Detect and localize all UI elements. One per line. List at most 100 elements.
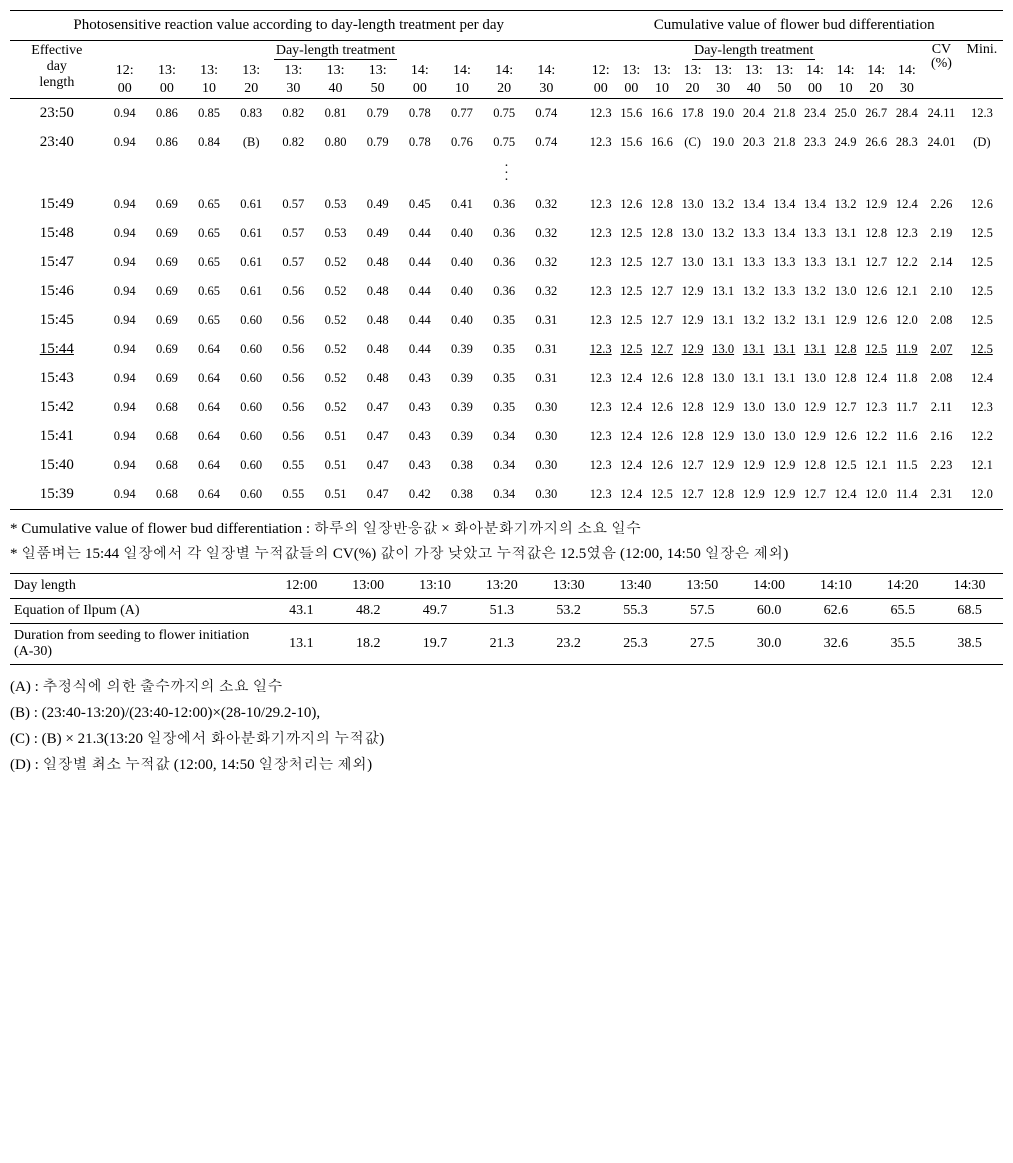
cumulative-value: 12.7 [647,335,678,364]
bottom-row-value: 21.3 [468,624,535,665]
cumulative-value: 13.2 [708,219,739,248]
cumulative-value: 16.6 [647,99,678,129]
photosensitive-value: 0.81 [314,99,356,129]
bottom-row-value: 14:30 [936,574,1003,599]
cumulative-value: 12.0 [861,480,892,510]
photosensitive-value: 0.51 [314,422,356,451]
photosensitive-value: 0.30 [525,422,567,451]
cumulative-value: 23.3 [800,128,831,157]
photosensitive-value: 0.60 [230,364,272,393]
tick-label: 14: [861,62,892,80]
cumulative-value: 13.0 [738,422,769,451]
tick-label: 14: [399,62,441,80]
photosensitive-value: 0.86 [146,128,188,157]
photosensitive-value: 0.77 [441,99,483,129]
mini-value: (D) [961,128,1003,157]
cumulative-value: 12.6 [647,393,678,422]
cumulative-value: 12.4 [830,480,861,510]
cumulative-value: 12.7 [647,248,678,277]
cumulative-value: 12.4 [616,480,647,510]
photosensitive-value: 0.36 [483,248,525,277]
cumulative-value: 12.6 [647,364,678,393]
cumulative-value: 12.8 [800,451,831,480]
cumulative-value: 12.3 [585,99,616,129]
photosensitive-value: 0.39 [441,364,483,393]
photosensitive-value: 0.78 [399,99,441,129]
photosensitive-value: 0.48 [357,248,399,277]
cumulative-value: 13.0 [800,364,831,393]
photosensitive-value: 0.94 [104,277,146,306]
cumulative-value: 13.0 [708,364,739,393]
photosensitive-value: 0.56 [272,364,314,393]
cv-value: 24.01 [922,128,961,157]
cv-value: 2.08 [922,306,961,335]
cumulative-value: 12.9 [830,306,861,335]
bottom-row-value: 14:00 [736,574,803,599]
photosensitive-value: 0.61 [230,219,272,248]
bottom-row-label: Duration from seeding to flower initiati… [10,624,268,665]
photosensitive-value: 0.47 [357,451,399,480]
tick-label: 13: [769,62,800,80]
photosensitive-value: 0.45 [399,190,441,219]
cumulative-value: 12.7 [861,248,892,277]
tick-label: 13: [146,62,188,80]
photosensitive-value: 0.48 [357,335,399,364]
tick-label: 10 [647,80,678,99]
cumulative-value: 12.0 [892,306,923,335]
cumulative-value: 13.1 [708,248,739,277]
photosensitive-value: 0.65 [188,248,230,277]
photosensitive-value: 0.75 [483,99,525,129]
cumulative-value: 13.0 [738,393,769,422]
cumulative-value: 12.3 [585,451,616,480]
photosensitive-value: 0.56 [272,422,314,451]
photosensitive-value: 0.94 [104,219,146,248]
bottom-row-value: 27.5 [669,624,736,665]
photosensitive-value: 0.55 [272,480,314,510]
photosensitive-value: 0.30 [525,393,567,422]
cumulative-value: 12.4 [616,364,647,393]
cumulative-value: 12.8 [708,480,739,510]
bottom-row-value: 32.6 [803,624,870,665]
cumulative-value: 13.0 [677,190,708,219]
effective-day-length: 15:40 [10,451,104,480]
bottom-row-value: 13:40 [602,574,669,599]
cv-value: 2.31 [922,480,961,510]
cumulative-value: 11.5 [892,451,923,480]
cumulative-value: 13.0 [677,248,708,277]
tick-label: 00 [585,80,616,99]
photosensitive-value: 0.49 [357,219,399,248]
mini-value: 12.5 [961,335,1003,364]
photosensitive-value: 0.35 [483,393,525,422]
cumulative-value: 12.9 [769,480,800,510]
tick-label: 14: [525,62,567,80]
photosensitive-value: 0.69 [146,219,188,248]
photosensitive-value: 0.31 [525,364,567,393]
photosensitive-value: 0.48 [357,277,399,306]
cumulative-value: 12.3 [585,219,616,248]
cumulative-value: 12.3 [585,364,616,393]
right-super-header: Cumulative value of flower bud different… [585,11,1003,41]
photosensitive-value: 0.56 [272,393,314,422]
table-footnotes: * Cumulative value of flower bud differe… [10,518,1003,565]
effective-day-length: 15:45 [10,306,104,335]
photosensitive-value: 0.30 [525,480,567,510]
photosensitive-value: 0.68 [146,480,188,510]
cumulative-value: 12.1 [861,451,892,480]
photosensitive-value: 0.35 [483,364,525,393]
tick-label: 40 [314,80,356,99]
bottom-row-value: 13:50 [669,574,736,599]
cumulative-value: 26.6 [861,128,892,157]
cumulative-value: 13.4 [769,219,800,248]
photosensitive-value: 0.69 [146,248,188,277]
photosensitive-value: 0.65 [188,277,230,306]
cumulative-value: 12.8 [647,190,678,219]
photosensitive-value: 0.64 [188,480,230,510]
cumulative-value: 12.3 [585,306,616,335]
cumulative-value: 12.9 [677,306,708,335]
photosensitive-value: 0.44 [399,219,441,248]
tick-label: 30 [708,80,739,99]
photosensitive-value: 0.32 [525,219,567,248]
effective-day-length: 23:40 [10,128,104,157]
tick-label: 13: [188,62,230,80]
cumulative-value: 12.7 [647,277,678,306]
